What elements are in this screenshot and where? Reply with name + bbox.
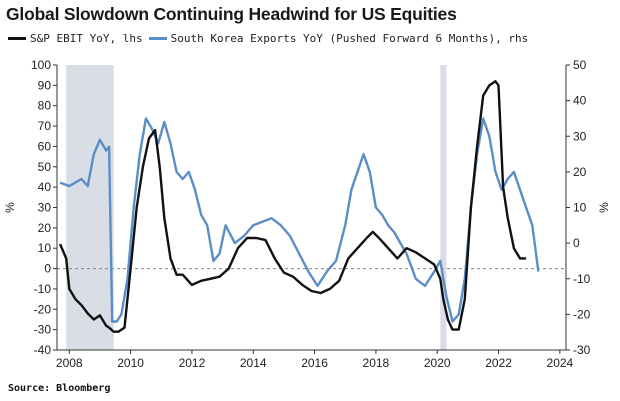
legend-swatch-korea-exports [148,36,167,40]
source-note: Source: Bloomberg [8,383,111,394]
x-tick-label: 2010 [117,356,144,370]
left-tick-label: -40 [34,343,52,357]
x-tick-label: 2008 [56,356,83,370]
left-tick-label: 30 [38,201,52,215]
legend-entry-sp-ebit: S&P EBIT YoY, lhs [8,32,143,45]
left-tick-label: 60 [38,139,52,153]
left-tick-label: 90 [38,78,52,92]
x-tick-label: 2016 [301,356,328,370]
x-tick-label: 2020 [424,356,451,370]
legend-label-korea-exports: South Korea Exports YoY (Pushed Forward … [170,31,529,45]
x-tick-label: 2024 [547,356,574,370]
x-tick-label: 2022 [485,356,512,370]
right-tick-label: 0 [573,236,580,250]
left-tick-label: -10 [34,282,52,296]
x-axis-ticks: 2008 2010 2012 2014 2016 2018 2020 2022 2024 [56,350,574,370]
right-axis-label: % [597,202,611,213]
right-tick-label: 30 [573,129,587,143]
left-tick-label: 10 [38,241,52,255]
recession-band-1 [440,65,447,350]
left-tick-label: -30 [34,323,52,337]
left-axis-label: % [3,202,17,213]
right-tick-label: 40 [573,94,587,108]
legend-swatch-sp-ebit [8,36,26,40]
left-tick-label: 0 [44,262,51,276]
legend: S&P EBIT YoY, lhs South Korea Exports Yo… [8,30,534,46]
right-axis-ticks: -30 -20 -10 0 10 20 30 40 50 [566,58,591,357]
left-tick-label: 20 [38,221,52,235]
right-tick-label: -10 [573,272,591,286]
left-axis-ticks: -40 -30 -20 -10 0 10 20 30 40 50 60 70 80 90 100 [31,58,57,357]
left-tick-label: -20 [34,302,52,316]
right-tick-label: 50 [573,58,587,72]
legend-entry-korea-exports: South Korea Exports YoY (Pushed Forward … [148,31,529,45]
recession-shading [66,65,447,350]
series-line-korea-exports [59,117,540,323]
left-tick-label: 100 [31,58,51,72]
recession-band-0 [66,65,114,350]
x-tick-label: 2018 [363,356,390,370]
chart-title: Global Slowdown Continuing Headwind for … [6,4,457,24]
x-tick-label: 2012 [179,356,206,370]
right-tick-label: 20 [573,165,587,179]
left-tick-label: 70 [38,119,52,133]
legend-label-sp-ebit: S&P EBIT YoY, lhs [30,31,143,45]
right-tick-label: 10 [573,201,587,215]
series-lines [58,80,540,333]
right-tick-label: -30 [573,343,591,357]
series-line-sp-ebit [58,80,527,333]
right-tick-label: -20 [573,307,591,321]
left-tick-label: 80 [38,99,52,113]
left-tick-label: 40 [38,180,52,194]
left-tick-label: 50 [38,160,52,174]
x-tick-label: 2014 [240,356,267,370]
